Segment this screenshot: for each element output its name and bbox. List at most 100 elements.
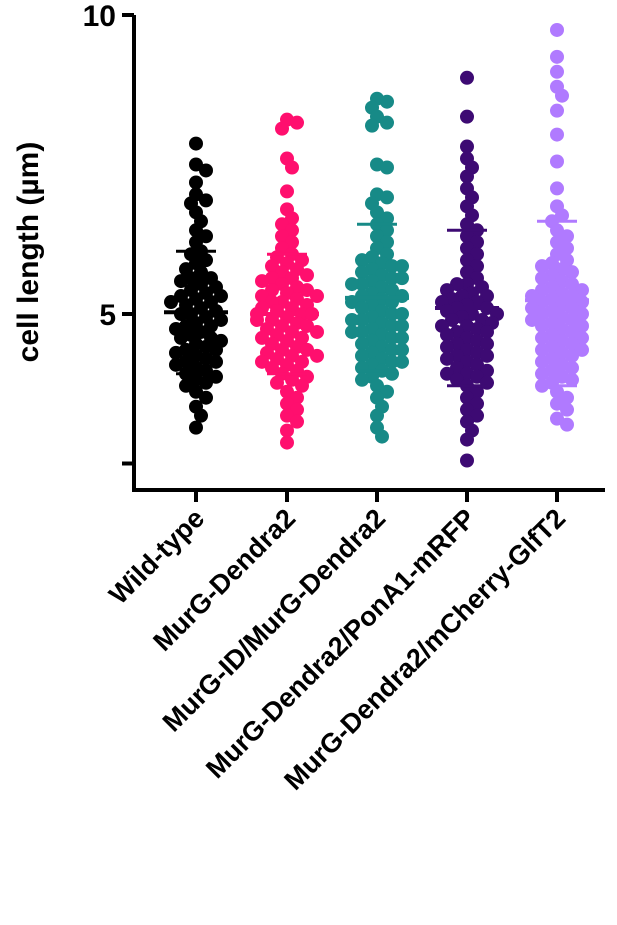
data-point-1 [275, 121, 289, 136]
data-point-2 [385, 330, 399, 345]
data-point-1 [310, 289, 324, 304]
data-point-3 [460, 169, 474, 184]
data-point-2 [345, 312, 359, 327]
data-point-2 [355, 324, 369, 339]
data-point-1 [300, 268, 314, 283]
data-point-4 [550, 103, 564, 118]
data-point-3 [480, 324, 494, 339]
data-point-4 [560, 402, 574, 417]
y-tick-label: 5 [99, 299, 116, 332]
data-point-0 [199, 163, 213, 178]
data-point-3 [480, 348, 494, 363]
data-point-4 [565, 348, 579, 363]
data-point-2 [395, 271, 409, 286]
data-point-2 [380, 160, 394, 175]
data-point-0 [194, 408, 208, 423]
data-point-2 [365, 118, 379, 133]
data-point-2 [395, 318, 409, 333]
axes-layer [122, 13, 605, 502]
data-point-4 [565, 372, 579, 387]
data-point-2 [345, 324, 359, 339]
data-point-1 [250, 312, 264, 327]
data-point-2 [385, 318, 399, 333]
data-point-2 [385, 354, 399, 369]
data-point-2 [385, 366, 399, 381]
data-point-2 [395, 330, 409, 345]
data-point-2 [395, 259, 409, 274]
data-point-3 [480, 336, 494, 351]
data-point-4 [550, 154, 564, 169]
data-point-0 [209, 342, 223, 357]
data-point-2 [395, 354, 409, 369]
data-point-2 [355, 312, 369, 327]
data-point-2 [355, 265, 369, 280]
data-point-1 [255, 274, 269, 289]
data-point-1 [270, 375, 284, 390]
data-point-0 [199, 375, 213, 390]
data-point-4 [535, 354, 549, 369]
data-point-2 [385, 342, 399, 357]
data-point-3 [460, 139, 474, 154]
data-point-1 [310, 324, 324, 339]
data-point-2 [385, 259, 399, 274]
data-point-4 [565, 265, 579, 280]
y-axis-title: cell length (µm) [12, 142, 45, 363]
data-point-2 [355, 336, 369, 351]
data-point-0 [164, 295, 178, 310]
data-point-2 [345, 277, 359, 292]
data-point-4 [550, 22, 564, 37]
data-point-3 [440, 339, 454, 354]
data-point-4 [535, 259, 549, 274]
data-point-4 [550, 64, 564, 79]
data-point-2 [355, 253, 369, 268]
data-point-4 [535, 366, 549, 381]
mean-sd-layer [164, 219, 589, 388]
data-point-2 [385, 307, 399, 321]
data-point-1 [310, 348, 324, 363]
data-point-1 [295, 378, 309, 393]
data-point-0 [169, 357, 183, 372]
data-points-layer [164, 22, 589, 468]
data-point-4 [535, 318, 549, 333]
data-point-2 [380, 94, 394, 109]
data-point-4 [535, 271, 549, 286]
data-point-0 [189, 175, 203, 190]
data-point-0 [189, 136, 203, 151]
data-point-2 [380, 190, 394, 205]
data-point-2 [380, 115, 394, 130]
data-point-2 [395, 307, 409, 321]
data-point-1 [290, 115, 304, 130]
data-point-3 [460, 70, 474, 85]
data-point-0 [174, 274, 188, 289]
data-point-3 [460, 453, 474, 468]
data-point-0 [209, 354, 223, 369]
data-point-1 [280, 435, 294, 450]
data-point-1 [285, 160, 299, 175]
data-point-1 [280, 184, 294, 199]
data-point-3 [440, 327, 454, 342]
data-point-3 [440, 351, 454, 366]
data-point-4 [550, 181, 564, 196]
data-point-2 [355, 372, 369, 387]
data-point-4 [550, 127, 564, 142]
data-point-1 [290, 414, 304, 429]
data-point-3 [460, 109, 474, 124]
data-point-4 [535, 330, 549, 345]
data-point-2 [355, 277, 369, 292]
data-point-2 [385, 271, 399, 286]
data-point-2 [355, 348, 369, 363]
data-point-2 [395, 342, 409, 357]
data-point-0 [199, 193, 213, 208]
data-point-3 [460, 432, 474, 447]
data-point-4 [565, 360, 579, 375]
data-point-4 [535, 342, 549, 357]
data-point-0 [189, 420, 203, 435]
data-point-0 [174, 330, 188, 345]
data-point-2 [370, 408, 384, 423]
data-point-2 [375, 429, 389, 444]
data-point-0 [169, 345, 183, 360]
y-tick-label: 10 [83, 0, 116, 33]
data-point-4 [555, 88, 569, 103]
